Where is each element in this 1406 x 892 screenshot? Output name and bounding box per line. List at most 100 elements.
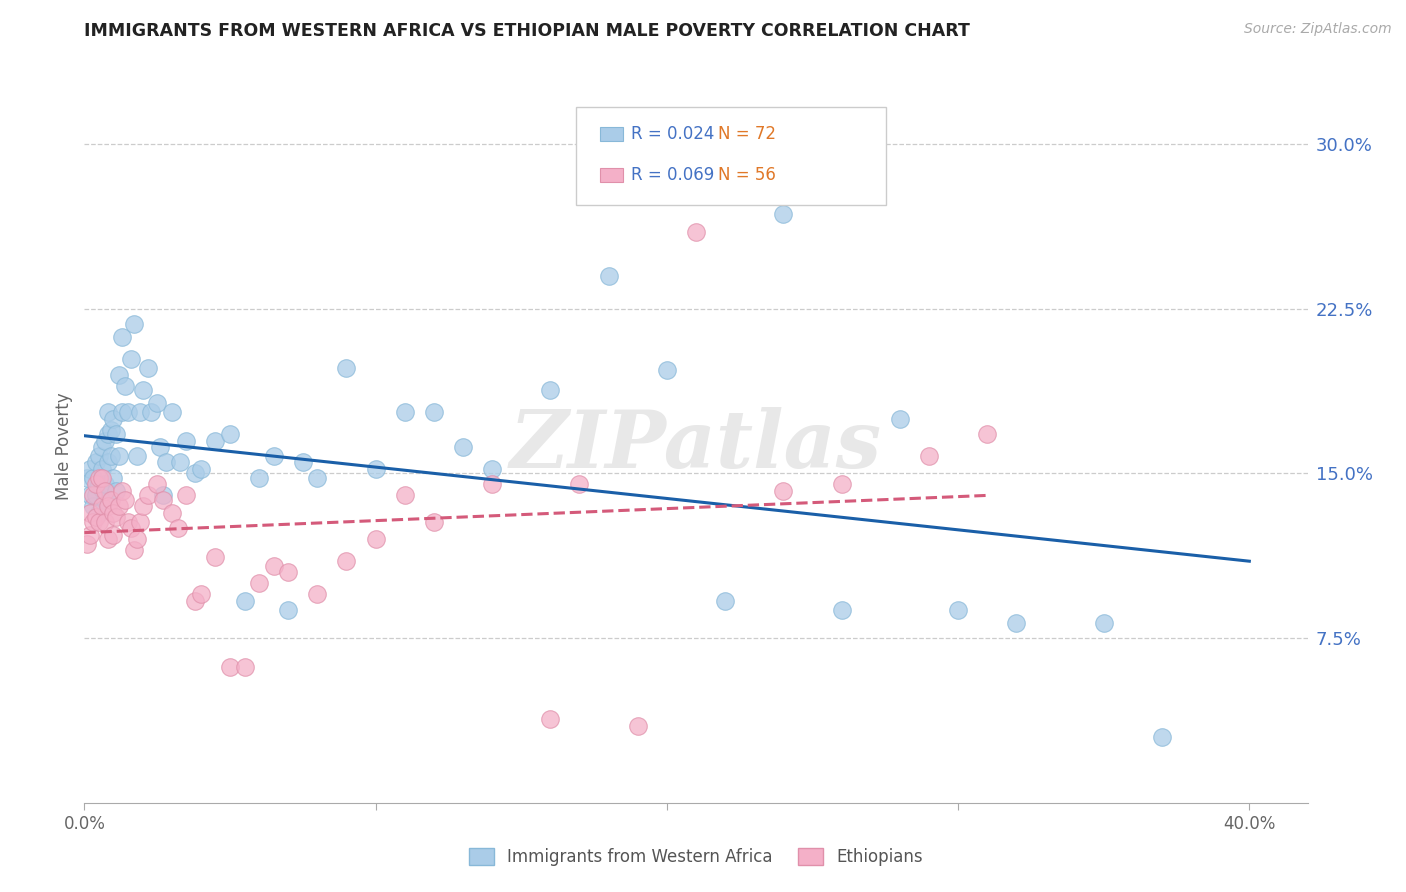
Point (152, 488, 174, 502)
Point (394, 405, 416, 419)
Point (122, 317, 145, 331)
Point (772, 207, 794, 221)
Point (831, 602, 853, 616)
Point (714, 594, 737, 608)
Point (90, 440, 112, 454)
Point (598, 268, 620, 283)
Point (831, 477, 853, 491)
Point (111, 405, 134, 419)
Point (176, 434, 198, 448)
Point (79, 506, 101, 520)
Point (120, 352, 142, 367)
Point (946, 602, 969, 616)
Point (111, 483, 134, 498)
Point (247, 471, 270, 485)
Point (263, 449, 285, 463)
Point (1005, 615, 1028, 630)
Point (1150, 730, 1173, 744)
Point (538, 383, 561, 397)
Text: N = 72: N = 72 (718, 125, 776, 143)
Point (1092, 615, 1115, 630)
Point (335, 361, 357, 376)
Point (307, 587, 329, 601)
Point (233, 594, 256, 608)
Point (120, 521, 142, 535)
Point (166, 521, 188, 535)
Point (114, 378, 136, 392)
Point (76, 537, 98, 551)
Point (568, 477, 591, 491)
Point (889, 411, 911, 425)
Point (100, 492, 122, 507)
Point (176, 488, 198, 502)
Point (627, 719, 650, 733)
Point (128, 405, 150, 419)
Point (247, 576, 270, 591)
Point (87, 449, 110, 463)
Point (291, 455, 314, 469)
Point (87, 515, 110, 529)
Point (93, 434, 117, 448)
Point (114, 492, 136, 507)
Point (204, 434, 226, 448)
Point (90, 482, 112, 496)
Point (79, 488, 101, 502)
Point (125, 533, 148, 547)
Point (160, 405, 183, 419)
Point (108, 368, 131, 382)
Point (451, 440, 474, 454)
Point (685, 225, 707, 239)
Point (93, 483, 117, 498)
Point (184, 467, 207, 481)
Point (97, 405, 120, 419)
Point (481, 477, 503, 491)
Point (82, 488, 104, 502)
Point (108, 449, 131, 463)
Point (233, 659, 256, 673)
Point (155, 455, 177, 469)
Point (100, 423, 122, 437)
Y-axis label: Male Poverty: Male Poverty (55, 392, 73, 500)
Point (117, 515, 139, 529)
Point (76, 471, 98, 485)
Point (141, 405, 163, 419)
Point (146, 396, 169, 410)
Point (111, 330, 134, 344)
Point (103, 471, 125, 485)
Point (79, 462, 101, 476)
Point (103, 528, 125, 542)
Point (103, 506, 125, 520)
Point (105, 510, 128, 524)
Point (90, 500, 112, 514)
Text: ZIPatlas: ZIPatlas (510, 408, 882, 484)
Point (190, 462, 212, 476)
Point (105, 483, 128, 498)
Point (97, 426, 120, 441)
Point (364, 533, 387, 547)
Point (97, 500, 120, 514)
Point (335, 554, 357, 568)
Point (82, 515, 104, 529)
Point (169, 455, 191, 469)
Point (117, 405, 139, 419)
Point (87, 471, 110, 485)
Point (79, 528, 101, 542)
Point (277, 566, 299, 580)
Point (160, 506, 183, 520)
Point (152, 492, 174, 507)
Point (772, 483, 794, 498)
Point (263, 558, 285, 573)
Point (131, 383, 153, 397)
Text: R = 0.024: R = 0.024 (631, 125, 714, 143)
Point (93, 477, 117, 491)
Point (307, 471, 329, 485)
Point (918, 449, 941, 463)
Point (190, 587, 212, 601)
Point (125, 449, 148, 463)
Point (277, 602, 299, 616)
Point (364, 462, 387, 476)
Point (90, 462, 112, 476)
Point (82, 500, 104, 514)
Point (149, 440, 172, 454)
Point (655, 363, 678, 377)
